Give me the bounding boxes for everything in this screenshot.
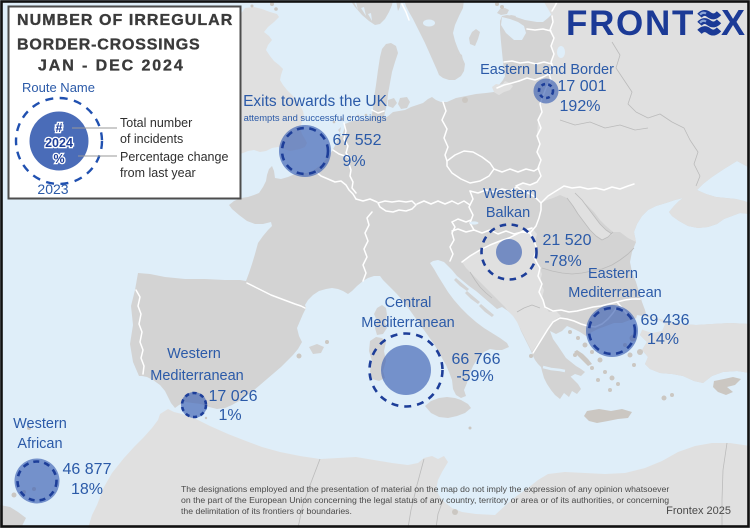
- svg-text:-59%: -59%: [456, 368, 493, 385]
- svg-text:JAN - DEC 2024: JAN - DEC 2024: [38, 58, 185, 75]
- svg-text:BORDER-CROSSINGS: BORDER-CROSSINGS: [17, 37, 200, 54]
- svg-text:Percentage change: Percentage change: [120, 150, 228, 164]
- svg-text:of incidents: of incidents: [120, 132, 183, 146]
- svg-text:21 520: 21 520: [543, 232, 592, 249]
- svg-text:67 552: 67 552: [333, 132, 382, 149]
- svg-text:%: %: [53, 152, 64, 166]
- svg-text:Western: Western: [483, 186, 537, 202]
- svg-text:NUMBER OF IRREGULAR: NUMBER OF IRREGULAR: [17, 12, 233, 29]
- svg-text:1%: 1%: [218, 407, 241, 424]
- svg-text:Balkan: Balkan: [486, 205, 530, 221]
- svg-text:Mediterranean: Mediterranean: [568, 285, 662, 301]
- svg-text:Central: Central: [385, 295, 432, 311]
- svg-text:Frontex 2025: Frontex 2025: [666, 505, 731, 517]
- svg-text:9%: 9%: [342, 153, 365, 170]
- svg-text:69 436: 69 436: [641, 312, 690, 329]
- svg-text:Mediterranean: Mediterranean: [150, 368, 244, 384]
- svg-text:66 766: 66 766: [452, 351, 501, 368]
- svg-text:Exits towards the UK: Exits towards the UK: [243, 93, 388, 110]
- svg-text:attempts and successful crossi: attempts and successful crossings: [244, 112, 387, 123]
- svg-text:46 877: 46 877: [63, 461, 112, 478]
- svg-text:Mediterranean: Mediterranean: [361, 315, 455, 331]
- svg-text:Western: Western: [167, 346, 221, 362]
- svg-text:from last year: from last year: [120, 166, 196, 180]
- svg-text:-78%: -78%: [544, 253, 581, 270]
- svg-text:Eastern Land Border: Eastern Land Border: [480, 62, 614, 78]
- svg-text:on the part of the European Un: on the part of the European Union concer…: [181, 495, 669, 505]
- svg-text:Western: Western: [13, 416, 67, 432]
- svg-text:the delimitation of its fronti: the delimitation of its frontiers or bou…: [181, 506, 352, 516]
- svg-text:18%: 18%: [71, 481, 103, 498]
- svg-text:2023: 2023: [37, 181, 68, 197]
- svg-text:2024: 2024: [45, 136, 73, 150]
- svg-text:The designations employed and: The designations employed and the presen…: [181, 484, 669, 494]
- svg-text:#: #: [56, 121, 63, 135]
- svg-text:192%: 192%: [560, 98, 601, 115]
- svg-text:14%: 14%: [647, 331, 679, 348]
- svg-text:Total number: Total number: [120, 116, 192, 130]
- svg-text:X: X: [721, 2, 745, 43]
- svg-text:Eastern: Eastern: [588, 266, 638, 282]
- svg-text:17 026: 17 026: [209, 388, 258, 405]
- svg-text:African: African: [17, 436, 62, 452]
- svg-text:17 001: 17 001: [558, 78, 607, 95]
- svg-text:Route Name: Route Name: [22, 80, 95, 95]
- svg-text:FRONT: FRONT: [566, 4, 695, 43]
